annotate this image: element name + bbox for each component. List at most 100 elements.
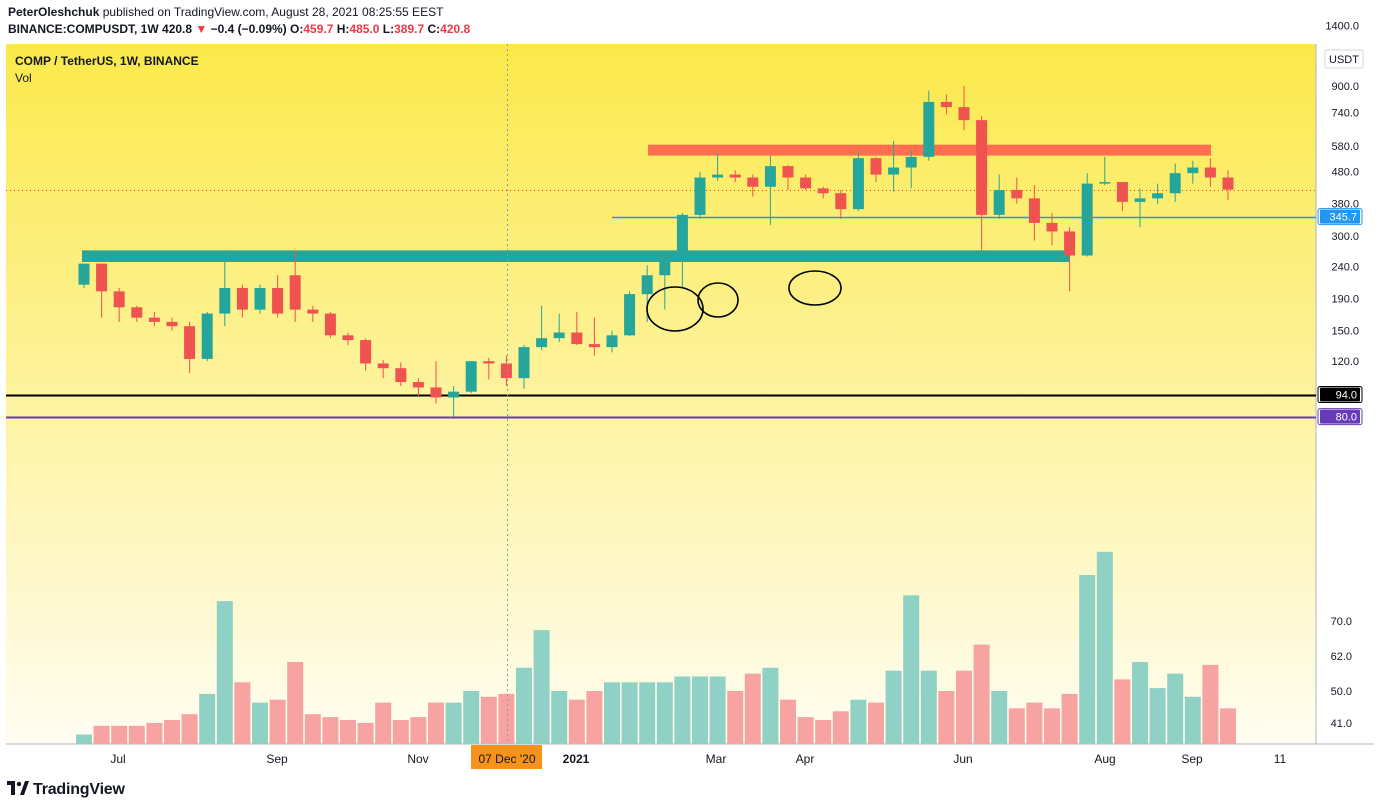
volume-bar — [164, 720, 180, 744]
candle-body[interactable] — [448, 391, 460, 398]
ellipse-annotation[interactable] — [646, 286, 704, 332]
currency-box[interactable] — [1324, 49, 1364, 69]
candle-body[interactable] — [113, 291, 125, 308]
symbol-name[interactable]: BINANCE:COMPUSDT, 1W — [8, 22, 159, 36]
volume-bar — [111, 725, 128, 744]
candle-body[interactable] — [483, 361, 495, 364]
candle-body[interactable] — [1011, 189, 1023, 199]
volume-bar — [445, 702, 462, 744]
candle-body[interactable] — [1134, 198, 1146, 202]
candle-body[interactable] — [395, 368, 407, 383]
candle-body[interactable] — [1152, 193, 1164, 199]
candle-body[interactable] — [993, 189, 1005, 215]
candle-body[interactable] — [131, 307, 143, 318]
candle-body[interactable] — [430, 387, 442, 398]
volume-bar — [1061, 693, 1078, 744]
price-tick-label: 480.0 — [1331, 167, 1359, 179]
candle-body[interactable] — [976, 120, 988, 215]
candle-body[interactable] — [412, 382, 424, 388]
candle-body[interactable] — [1099, 182, 1111, 184]
candle-body[interactable] — [201, 313, 213, 359]
candle-body[interactable] — [782, 166, 794, 178]
candle-body[interactable] — [553, 332, 565, 339]
candle-body[interactable] — [536, 338, 548, 348]
candle-body[interactable] — [377, 363, 389, 369]
candle-body[interactable] — [1116, 182, 1128, 202]
candle-body[interactable] — [905, 156, 917, 168]
candle-body[interactable] — [940, 101, 952, 108]
candle-body[interactable] — [307, 309, 319, 314]
volume-bar — [216, 601, 233, 744]
ellipse-annotation[interactable] — [697, 282, 739, 318]
candle-body[interactable] — [817, 188, 829, 194]
candle-body[interactable] — [254, 287, 266, 310]
candle-body[interactable] — [1028, 198, 1040, 223]
candle-body[interactable] — [96, 263, 108, 292]
volume-bar — [304, 714, 321, 744]
candle-body[interactable] — [78, 263, 90, 285]
candle-body[interactable] — [659, 260, 671, 276]
volume-bar — [604, 682, 620, 744]
candle-body[interactable] — [166, 321, 178, 327]
time-axis[interactable]: Jul Sep Nov 2021 Mar Apr Jun Aug Sep 11 07 Dec '20 — [110, 745, 1287, 769]
volume-bar — [1220, 708, 1236, 744]
candle-body[interactable] — [588, 344, 600, 348]
candle-body[interactable] — [764, 166, 776, 187]
candle-body[interactable] — [236, 287, 248, 310]
volume-bar — [128, 725, 145, 744]
candle-body[interactable] — [571, 332, 583, 345]
volume-bar — [1132, 662, 1148, 744]
candle-body[interactable] — [835, 193, 847, 210]
candle-body[interactable] — [694, 177, 706, 215]
candle-body[interactable] — [676, 214, 688, 261]
candle-body[interactable] — [606, 335, 618, 348]
published-text: published on TradingView.com, August 28,… — [102, 5, 444, 19]
candle-body[interactable] — [624, 294, 636, 336]
candle-body[interactable] — [1046, 222, 1058, 232]
candle-body[interactable] — [1222, 177, 1234, 190]
candle-body[interactable] — [852, 158, 864, 210]
time-axis-background[interactable] — [6, 744, 1374, 770]
candle-body[interactable] — [1064, 231, 1076, 256]
volume-bar — [797, 717, 814, 744]
crosshair-date-badge — [471, 745, 542, 769]
candle-body[interactable] — [1169, 173, 1181, 194]
candle-body[interactable] — [641, 275, 653, 295]
candle-body[interactable] — [148, 317, 160, 322]
candle-body[interactable] — [1081, 183, 1093, 256]
candle-body[interactable] — [800, 177, 812, 189]
currency-label: USDT — [1329, 54, 1359, 66]
volume-bar — [498, 693, 515, 744]
candle-body[interactable] — [500, 363, 512, 379]
ellipse-annotation[interactable] — [788, 270, 842, 306]
tradingview-footer[interactable]: TradingView — [7, 781, 125, 799]
zone-band[interactable] — [82, 250, 1070, 262]
volume-bar — [920, 670, 937, 744]
volume-bar — [709, 676, 726, 744]
author-name[interactable]: PeterOleshchuk — [8, 5, 100, 19]
candle-body[interactable] — [712, 174, 724, 178]
candle-body[interactable] — [272, 287, 284, 314]
volume-bar — [586, 691, 603, 744]
volume-bar — [322, 717, 339, 744]
candle-body[interactable] — [184, 326, 196, 359]
candle-body[interactable] — [342, 335, 354, 341]
candle-body[interactable] — [324, 313, 336, 336]
candle-body[interactable] — [870, 158, 882, 175]
candle-body[interactable] — [729, 174, 741, 178]
candle-body[interactable] — [465, 361, 477, 392]
volume-bar — [868, 702, 884, 744]
candle-body[interactable] — [1204, 167, 1216, 178]
candle-body[interactable] — [923, 101, 935, 157]
candle-body[interactable] — [219, 287, 231, 314]
candle-body[interactable] — [888, 167, 900, 175]
candle-body[interactable] — [289, 275, 301, 310]
candle-body[interactable] — [747, 177, 759, 187]
candle-body[interactable] — [958, 107, 970, 121]
volume-bar — [234, 682, 251, 744]
close-label: C: — [427, 22, 441, 36]
candle-body[interactable] — [518, 347, 530, 379]
candle-body[interactable] — [360, 340, 372, 364]
candle-body[interactable] — [1187, 167, 1199, 174]
